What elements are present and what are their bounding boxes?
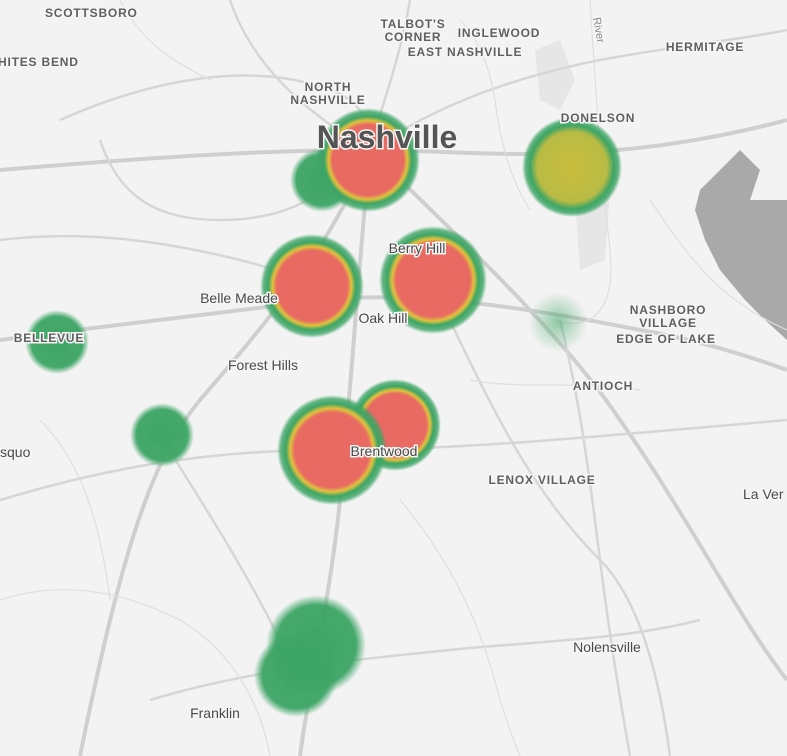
place-label: INGLEWOOD <box>458 26 541 40</box>
place-label: CORNER <box>385 30 442 44</box>
place-label: NORTH <box>305 80 352 94</box>
heat-spot <box>379 226 487 334</box>
place-label: squo <box>0 444 31 460</box>
heat-spot <box>260 234 364 338</box>
place-label: VILLAGE <box>639 316 697 330</box>
place-label: TALBOT'S <box>380 17 445 31</box>
place-label: Forest Hills <box>228 357 298 373</box>
place-label: BELLEVUE <box>14 331 84 345</box>
place-label: HERMITAGE <box>666 40 744 54</box>
heat-spot <box>316 108 420 212</box>
lake <box>695 150 787 340</box>
heat-spot <box>528 292 588 352</box>
heat-spot <box>130 403 194 467</box>
place-label: Brentwood <box>351 443 418 459</box>
place-label: ANTIOCH <box>573 379 633 393</box>
place-label: EAST NASHVILLE <box>408 45 523 59</box>
labels: SCOTTSBORO HITES BEND TALBOT'S CORNER IN… <box>0 5 785 723</box>
place-label: SCOTTSBORO <box>45 6 138 20</box>
place-label: HITES BEND <box>0 55 79 69</box>
heatmap <box>25 108 622 717</box>
heat-spot <box>254 633 338 717</box>
place-label: Berry Hill <box>389 240 446 256</box>
heat-spot <box>522 117 622 217</box>
place-label: LENOX VILLAGE <box>488 473 595 487</box>
place-label: Oak Hill <box>358 310 407 326</box>
place-label: EDGE OF LAKE <box>616 332 716 346</box>
place-label: NASHVILLE <box>290 93 365 107</box>
place-label: DONELSON <box>561 111 635 125</box>
place-label: La Ver <box>743 486 784 502</box>
place-label: NASHBORO <box>630 303 706 317</box>
place-label: Nolensville <box>573 639 641 655</box>
place-label: Belle Meade <box>200 290 278 306</box>
heat-spot <box>277 395 387 505</box>
heat-spot <box>25 310 89 374</box>
city-label: Nashville <box>317 119 458 155</box>
place-label: Franklin <box>190 705 240 721</box>
